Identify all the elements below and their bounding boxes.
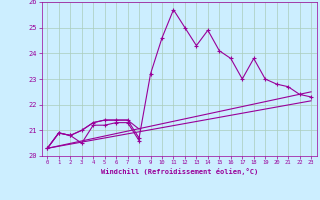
X-axis label: Windchill (Refroidissement éolien,°C): Windchill (Refroidissement éolien,°C) (100, 168, 258, 175)
